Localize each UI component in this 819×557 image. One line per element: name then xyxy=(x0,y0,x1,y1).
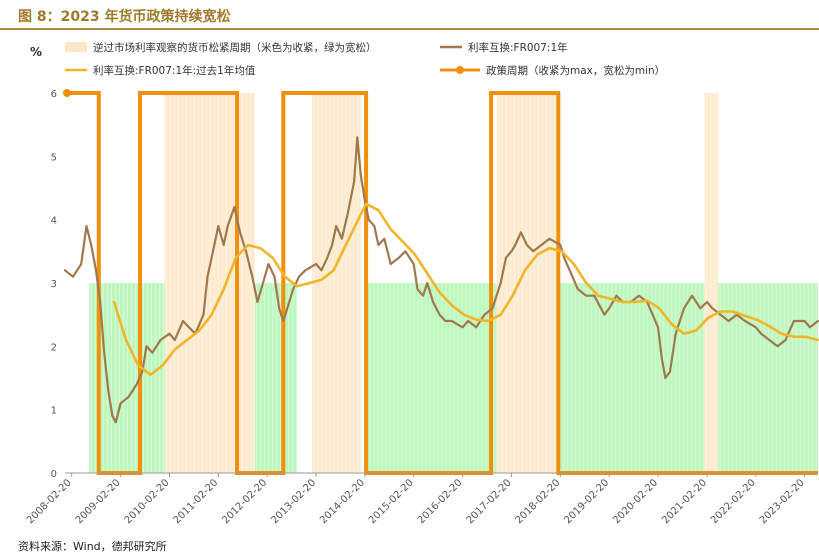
legend-item-tight_band: 逆过市场利率观察的货币松紧周期（米色为收紧，绿为宽松） xyxy=(65,41,377,54)
loose-period-band-2 xyxy=(367,283,497,473)
x-tick-label: 2010-02-20 xyxy=(123,477,172,526)
source-note: 资料来源：Wind，德邦研究所 xyxy=(18,540,167,553)
y-tick-label: 0 xyxy=(51,469,57,480)
legend: 逆过市场利率观察的货币松紧周期（米色为收紧，绿为宽松） 利率互换:FR007:1年… xyxy=(65,41,665,77)
legend-item-avg: 利率互换:FR007:1年:过去1年均值 xyxy=(65,64,256,77)
tight-period-band-2 xyxy=(496,93,558,473)
tight-period-band-0 xyxy=(164,93,256,473)
x-tick-label: 2023-02-20 xyxy=(758,477,807,526)
legend-label-tight_band: 逆过市场利率观察的货币松紧周期（米色为收紧，绿为宽松） xyxy=(93,41,377,54)
legend-label-rate: 利率互换:FR007:1年 xyxy=(468,41,568,54)
series-line-rate xyxy=(63,136,819,424)
x-tick-label: 2017-02-20 xyxy=(465,477,514,526)
cycle-bands xyxy=(89,93,818,473)
x-tick-label: 2012-02-20 xyxy=(220,477,269,526)
title-rule xyxy=(0,28,819,30)
x-tick-label: 2018-02-20 xyxy=(514,477,563,526)
y-tick-label: 2 xyxy=(51,342,57,353)
figure-title: 图 8：2023 年货币政策持续宽松 xyxy=(18,9,231,25)
tight-period-band-1-fill xyxy=(311,93,361,473)
tight-period-band-3 xyxy=(704,93,719,473)
loose-period-band-2-fill xyxy=(367,283,497,473)
legend-label-avg: 利率互换:FR007:1年:过去1年均值 xyxy=(93,64,256,77)
y-tick-label: 6 xyxy=(51,89,57,100)
x-tick-label: 2014-02-20 xyxy=(318,477,367,526)
x-tick-label: 2008-02-20 xyxy=(25,477,74,526)
legend-marker-policy xyxy=(456,66,464,74)
tight-period-band-2-fill xyxy=(496,93,558,473)
x-tick-label: 2016-02-20 xyxy=(416,477,465,526)
x-tick-label: 2009-02-20 xyxy=(74,477,123,526)
legend-item-rate: 利率互换:FR007:1年 xyxy=(440,41,568,54)
loose-period-band-4 xyxy=(718,283,818,473)
x-tick-label: 2011-02-20 xyxy=(172,477,221,526)
tight-period-band-1 xyxy=(311,93,361,473)
x-tick-label: 2019-02-20 xyxy=(562,477,611,526)
y-tick-label: 3 xyxy=(51,279,57,290)
policy-cycle-marker xyxy=(63,89,71,97)
loose-period-band-1 xyxy=(254,283,298,473)
loose-period-band-1-fill xyxy=(254,283,298,473)
y-unit-label: % xyxy=(30,45,42,59)
x-tick-label: 2021-02-20 xyxy=(660,477,709,526)
x-tick-label: 2015-02-20 xyxy=(367,477,416,526)
y-tick-label: 5 xyxy=(51,152,57,163)
legend-swatch-tight_band xyxy=(65,42,87,52)
y-tick-label: 1 xyxy=(51,406,57,417)
x-tick-label: 2020-02-20 xyxy=(611,477,660,526)
legend-item-policy: 政策周期（收紧为max，宽松为min） xyxy=(440,64,665,77)
x-tick-label: 2013-02-20 xyxy=(269,477,318,526)
series-line-avg xyxy=(112,202,819,377)
y-tick-label: 4 xyxy=(51,216,57,227)
tight-period-band-0-fill xyxy=(164,93,255,473)
loose-period-band-3 xyxy=(557,283,705,473)
x-tick-label: 2022-02-20 xyxy=(709,477,758,526)
legend-label-policy: 政策周期（收紧为max，宽松为min） xyxy=(486,64,665,77)
